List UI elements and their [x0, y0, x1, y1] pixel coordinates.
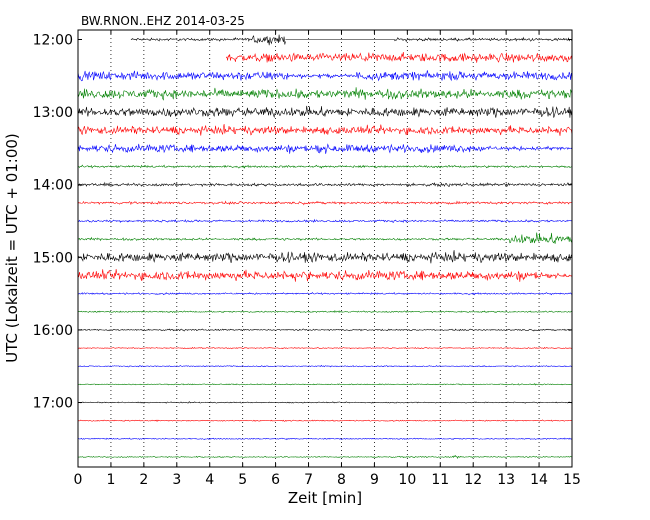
seismic-trace [77, 419, 573, 422]
grid-layer [110, 30, 540, 467]
seismic-trace [77, 218, 573, 223]
x-tick-label: 7 [304, 472, 313, 488]
seismic-trace [77, 123, 573, 136]
y-tick-label: 17:00 [33, 396, 73, 412]
seismic-trace [77, 401, 572, 404]
x-tick-label: 11 [431, 472, 449, 488]
x-tick-label: 4 [205, 472, 214, 488]
y-tick-label: 14:00 [33, 178, 73, 194]
x-axis-label: Zeit [min] [288, 489, 362, 507]
seismic-trace [77, 200, 572, 206]
y-tick-label: 15:00 [33, 250, 73, 266]
seismic-trace [77, 269, 573, 282]
x-tick-label: 13 [497, 472, 515, 488]
x-tick-label: 6 [271, 472, 280, 488]
seismic-trace [77, 250, 573, 264]
x-tick-label: 5 [238, 472, 247, 488]
seismic-trace [77, 105, 573, 119]
seismic-trace [225, 51, 573, 63]
plot-frame [77, 29, 573, 468]
x-tick-label: 12 [464, 472, 482, 488]
seismic-trace [77, 143, 573, 154]
trace-layer [77, 34, 573, 459]
seismic-trace [77, 328, 573, 332]
x-tick-label: 8 [337, 472, 346, 488]
seismic-trace [77, 291, 573, 296]
x-tick-label: 9 [370, 472, 379, 488]
seismic-trace [77, 310, 573, 314]
seismic-trace [77, 383, 573, 386]
seismic-trace [77, 364, 573, 368]
y-axis-label: UTC (Lokalzeit = UTC + 01:00) [3, 133, 21, 363]
tick-layer: 0 1 2 3 4 5 6 7 8 9 10 11 12 13 14 1512:0013:0014:0015:… [33, 30, 581, 488]
x-tick-label: 15 [563, 472, 581, 488]
seismic-trace [77, 232, 573, 244]
seismic-trace [77, 164, 573, 169]
seismic-trace [77, 70, 573, 82]
seismic-trace [78, 437, 573, 441]
x-tick-label: 14 [530, 472, 548, 488]
seismic-trace [77, 455, 573, 459]
x-tick-label: 2 [139, 472, 148, 488]
seismic-trace [77, 181, 573, 188]
y-tick-label: 13:00 [33, 105, 73, 121]
y-tick-label: 12:00 [33, 33, 73, 49]
seismic-trace [77, 346, 573, 350]
x-tick-label: 0 [74, 472, 83, 488]
x-tick-label: 3 [172, 472, 181, 488]
chart-title: BW.RNON..EHZ 2014-03-25 [81, 14, 245, 28]
x-tick-label: 10 [398, 472, 416, 488]
seismic-trace [130, 34, 573, 46]
y-tick-label: 16:00 [33, 323, 73, 339]
x-tick-label: 1 [106, 472, 115, 488]
seismic-trace [77, 87, 573, 101]
